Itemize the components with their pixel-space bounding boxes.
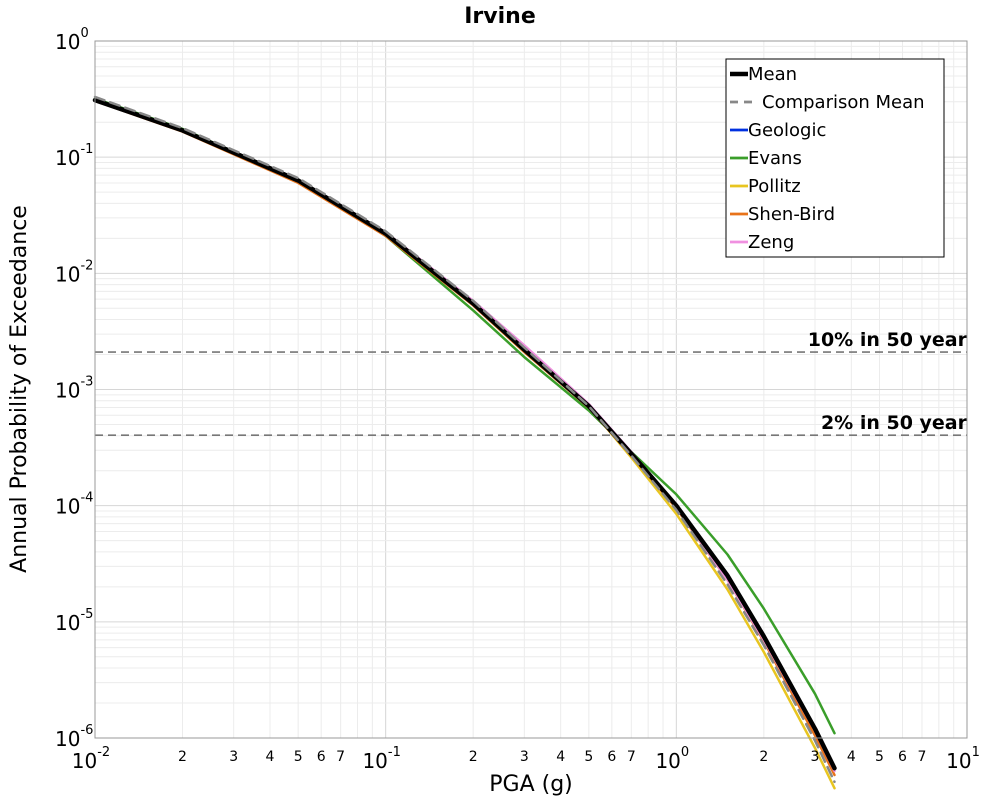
x-minor-tick-label: 3 <box>520 749 529 765</box>
x-axis-label: PGA (g) <box>489 772 573 797</box>
x-minor-tick-label: 6 <box>898 749 907 765</box>
x-minor-tick-label: 4 <box>556 749 565 765</box>
x-minor-tick-label: 3 <box>811 749 820 765</box>
legend-label: Pollitz <box>748 176 801 197</box>
x-minor-tick-label: 6 <box>317 749 326 765</box>
reference-lines: 10% in 50 year 2% in 50 year <box>95 329 968 437</box>
y-tick-label: 100 <box>55 26 89 54</box>
x-minor-tick-label: 7 <box>918 749 927 765</box>
legend-box <box>725 58 945 258</box>
x-minor-tick-label: 5 <box>294 749 303 765</box>
y-axis-label: Annual Probability of Exceedance <box>7 205 32 573</box>
legend-label: Comparison Mean <box>762 92 925 113</box>
x-tick-label: 10-2 <box>72 745 110 773</box>
x-minor-tick-label: 2 <box>178 749 187 765</box>
x-minor-tick-label: 3 <box>229 749 238 765</box>
series-line-mean <box>92 97 837 771</box>
chart-title: Irvine <box>464 4 536 29</box>
y-tick-label: 10-1 <box>55 142 93 170</box>
y-tick-label: 10-3 <box>55 375 93 403</box>
legend: Mean Comparison Mean Geologic Evans Pollitz S… <box>725 58 945 258</box>
x-minor-tick-label: 7 <box>336 749 345 765</box>
series-line-shen-bird <box>93 99 836 777</box>
y-tick-label: 10-2 <box>55 258 93 286</box>
series-lines <box>92 95 837 790</box>
x-minor-tick-label: 6 <box>607 749 616 765</box>
y-tick-label: 10-5 <box>55 607 93 635</box>
x-minor-tick-label: 5 <box>875 749 884 765</box>
y-tick-label: 10-6 <box>55 723 93 751</box>
x-minor-tick-label: 5 <box>584 749 593 765</box>
plot-area-frame <box>94 40 968 739</box>
x-minor-tick-label: 4 <box>847 749 856 765</box>
reference-line-label: 10% in 50 year <box>808 329 968 351</box>
legend-label: Shen-Bird <box>748 204 835 225</box>
x-tick-label: 101 <box>946 745 980 773</box>
reference-line-label: 2% in 50 year <box>821 412 968 434</box>
legend-label: Mean <box>748 64 797 85</box>
y-tick-label: 10-4 <box>55 491 93 519</box>
x-minor-tick-label: 7 <box>627 749 636 765</box>
x-minor-tick-label: 2 <box>759 749 768 765</box>
x-tick-label: 10-1 <box>362 745 400 773</box>
x-minor-tick-label: 4 <box>266 749 275 765</box>
legend-label: Geologic <box>748 120 826 141</box>
x-minor-tick-label: 2 <box>469 749 478 765</box>
series-line-evans <box>93 97 836 735</box>
grid-lines <box>94 41 967 739</box>
y-axis-ticks: 100 10-1 10-2 10-3 10-4 10-5 10-6 <box>55 26 93 751</box>
legend-label: Zeng <box>748 232 794 253</box>
series-line-comparison-mean <box>93 95 836 784</box>
x-tick-label: 100 <box>655 745 689 773</box>
legend-label: Evans <box>748 148 802 169</box>
